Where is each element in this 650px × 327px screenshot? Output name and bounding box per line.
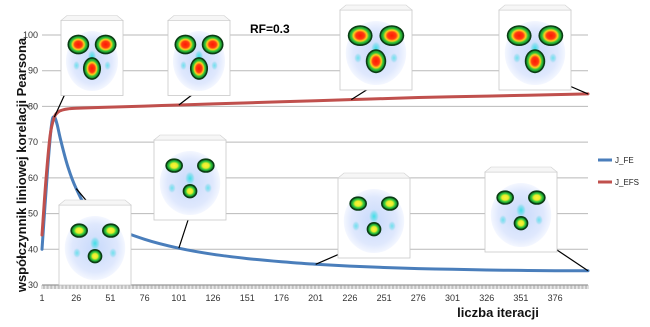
thumbnail-hotspot: [382, 198, 398, 210]
thumbnail-hotspot: [529, 192, 545, 204]
legend-label: J_FE: [615, 156, 634, 165]
thumbnail-frame-top: [60, 15, 124, 21]
thumbnail-frame-top: [167, 15, 231, 21]
series-line-j-efs: [40, 92, 590, 237]
thumbnail-frame-top: [339, 4, 413, 11]
x-tick-label: 201: [308, 293, 323, 303]
legend: J_FE J_EFS: [598, 156, 639, 187]
heatmap-thumbnail: [153, 134, 227, 249]
x-tick-label: 326: [479, 293, 494, 303]
thumbnail-hotspot: [350, 198, 366, 210]
y-tick-label: 80: [28, 101, 38, 111]
thumbnail-hotspot: [103, 225, 119, 237]
thumbnail-cyan-blob: [548, 52, 558, 64]
heatmap-thumbnail: [167, 15, 231, 106]
thumbnail-hotspot: [89, 250, 101, 262]
thumbnail-cyan-blob: [184, 170, 196, 187]
x-tick-label: 126: [206, 293, 221, 303]
x-tick-label: 151: [240, 293, 255, 303]
series-line-j-fe: [40, 115, 590, 273]
heatmap-thumbnail: [53, 15, 124, 118]
x-tick-label: 376: [548, 293, 563, 303]
thumbnail-hotspot: [381, 26, 403, 45]
x-axis-title: liczba iteracji: [457, 305, 539, 320]
y-tick-label: 100: [23, 30, 38, 40]
x-tick-label: 1: [39, 293, 44, 303]
legend-label: J_EFS: [615, 178, 639, 187]
thumbnail-layer: [53, 4, 589, 286]
thumbnail-cyan-blob: [167, 182, 177, 194]
thumbnail-cyan-blob: [353, 52, 363, 64]
x-tick-label: 101: [171, 293, 186, 303]
x-tick-label: 301: [445, 293, 460, 303]
thumbnail-cyan-blob: [368, 208, 380, 225]
y-axis-title: współczynnik liniowej korelacji Pearsona: [14, 37, 29, 293]
thumbnail-hotspot: [84, 58, 100, 79]
x-tick-label: 76: [140, 293, 150, 303]
thumbnail-hotspot: [184, 185, 196, 197]
thumbnail-hotspot: [176, 36, 195, 53]
series-layer: [40, 92, 590, 273]
y-tick-label: 60: [28, 173, 38, 183]
thumbnail-cyan-blob: [210, 60, 219, 71]
x-tick-label: 276: [411, 293, 426, 303]
thumbnail-hotspot: [69, 36, 88, 53]
thumbnail-hotspot: [349, 26, 371, 45]
thumbnail-frame-top: [484, 166, 558, 173]
heatmap-thumbnail: [58, 188, 132, 286]
heatmap-thumbnail: [498, 4, 589, 95]
thumbnail-cyan-blob: [89, 235, 101, 252]
thumbnail-cyan-blob: [351, 220, 361, 232]
thumbnail-cyan-blob: [179, 60, 188, 71]
thumbnail-hotspot: [96, 36, 115, 53]
chart-annotation: RF=0.3: [250, 22, 290, 36]
thumbnail-cyan-blob: [72, 60, 81, 71]
thumbnail-frame-top: [58, 199, 132, 206]
y-tick-label: 70: [28, 137, 38, 147]
y-tick-label: 40: [28, 244, 38, 254]
heatmap-thumbnail: [315, 172, 411, 265]
thumbnail-cyan-blob: [534, 214, 544, 226]
thumbnail-frame-top: [337, 172, 411, 179]
thumbnail-hotspot: [71, 225, 87, 237]
heatmap-thumbnail: [339, 4, 413, 101]
thumbnail-cyan-blob: [389, 52, 399, 64]
thumbnail-hotspot: [526, 50, 544, 72]
heatmap-thumbnail: [484, 166, 589, 272]
thumbnail-hotspot: [166, 160, 182, 172]
y-tick-label: 30: [28, 280, 38, 290]
thumbnail-cyan-blob: [103, 60, 112, 71]
thumbnail-cyan-blob: [108, 247, 118, 259]
x-tick-label: 226: [342, 293, 357, 303]
thumbnail-cyan-blob: [72, 247, 82, 259]
thumbnail-cyan-blob: [387, 220, 397, 232]
x-tick-label: 26: [71, 293, 81, 303]
thumbnail-hotspot: [198, 160, 214, 172]
x-tick-label: 351: [513, 293, 528, 303]
thumbnail-hotspot: [497, 192, 513, 204]
thumbnail-cyan-blob: [515, 202, 527, 219]
x-tick-label: 251: [377, 293, 392, 303]
thumbnail-hotspot: [367, 50, 385, 72]
x-tick-label: 51: [105, 293, 115, 303]
thumbnail-hotspot: [203, 36, 222, 53]
thumbnail-frame-top: [153, 134, 227, 141]
y-tick-label: 90: [28, 66, 38, 76]
y-tick-label: 50: [28, 209, 38, 219]
x-tick-label: 176: [274, 293, 289, 303]
thumbnail-hotspot: [368, 223, 380, 235]
thumbnail-hotspot: [191, 58, 207, 79]
thumbnail-cyan-blob: [512, 52, 522, 64]
thumbnail-hotspot: [515, 217, 527, 229]
thumbnail-cyan-blob: [498, 214, 508, 226]
thumbnail-hotspot: [540, 26, 562, 45]
thumbnail-hotspot: [508, 26, 530, 45]
thumbnail-cyan-blob: [203, 182, 213, 194]
thumbnail-frame-top: [498, 4, 572, 11]
